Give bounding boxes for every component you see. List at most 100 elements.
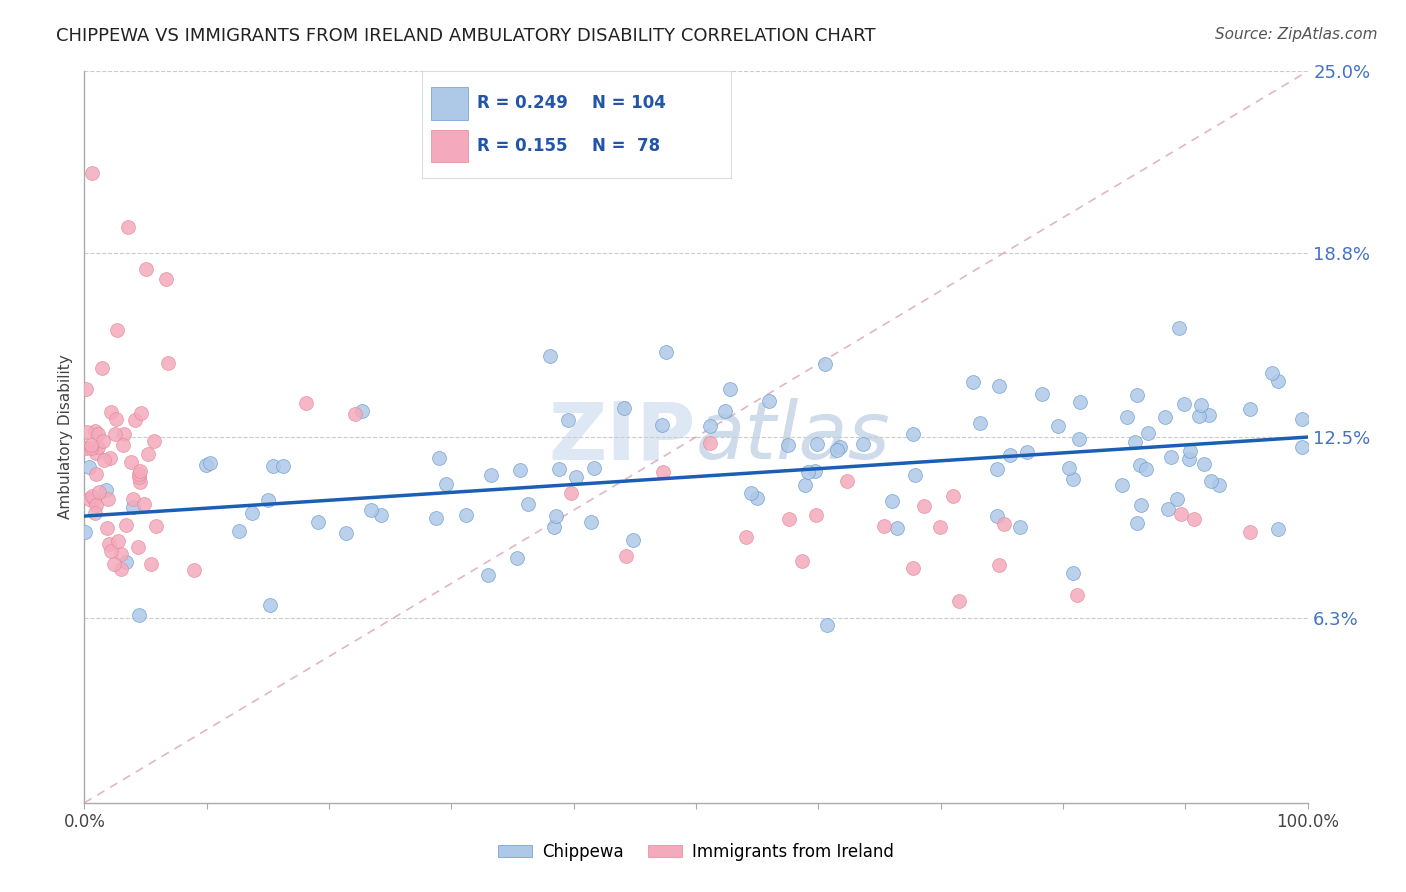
Point [1116,409,1139,424]
Point [699,419,721,434]
Point [778,512,800,526]
Point [115,517,138,532]
Point [352,404,374,418]
Point [134,498,156,512]
Point [1194,458,1216,472]
Point [120,455,142,469]
Point [1062,472,1084,486]
Point [1189,398,1212,412]
Point [228,524,250,539]
Point [962,376,984,390]
Point [271,458,294,473]
Point [904,467,927,482]
Point [1126,516,1149,530]
Point [155,272,177,286]
Bar [432,130,468,162]
Point [613,401,636,416]
Point [804,464,827,478]
Point [76,425,98,439]
Point [91,434,114,448]
Point [506,550,529,565]
Point [557,413,579,427]
Point [477,568,499,582]
Point [90,361,112,376]
Point [96,521,118,535]
Point [454,508,477,522]
Point [714,403,737,417]
Point [942,490,965,504]
Point [882,494,904,508]
Point [111,438,134,452]
Point [98,450,121,465]
Point [256,492,278,507]
Point [1017,445,1039,459]
Point [1170,507,1192,521]
Point [1199,474,1222,488]
Point [517,497,540,511]
Bar [432,87,468,120]
Point [77,492,100,507]
Point [872,519,894,533]
Point [814,357,837,371]
Point [1157,502,1180,516]
Point [157,356,180,370]
Point [84,506,107,520]
Point [83,492,105,507]
Point [565,470,588,484]
Point [740,486,762,500]
Text: ZIP: ZIP [548,398,696,476]
Point [240,506,263,520]
Point [141,557,163,571]
Point [804,508,827,522]
Point [129,475,152,489]
Point [1291,412,1313,426]
Point [124,413,146,427]
Point [121,500,143,514]
Point [1188,409,1211,423]
Point [427,450,450,465]
Point [1291,440,1313,454]
Point [621,533,644,548]
Point [107,534,129,549]
Point [75,382,97,396]
Point [1031,387,1053,401]
Point [110,547,132,561]
Point [1125,388,1147,402]
Text: CHIPPEWA VS IMMIGRANTS FROM IRELAND AMBULATORY DISABILITY CORRELATION CHART: CHIPPEWA VS IMMIGRANTS FROM IRELAND AMBU… [56,27,876,45]
Point [988,379,1011,393]
Point [87,484,110,499]
Point [790,553,813,567]
Point [183,563,205,577]
Point [425,511,447,525]
Point [127,540,149,554]
Point [745,491,768,505]
Point [93,453,115,467]
Point [828,441,851,455]
Point [1136,425,1159,440]
Point [1000,448,1022,462]
Point [1173,397,1195,411]
Point [1184,512,1206,526]
Point [986,509,1008,524]
Point [1166,492,1188,507]
Point [307,515,329,529]
Point [135,262,157,277]
Point [84,467,107,482]
Point [122,492,145,507]
Point [1057,461,1080,475]
Point [295,396,318,410]
Point [114,555,136,569]
Point [547,462,569,476]
Point [1123,435,1146,450]
Point [479,468,502,483]
Point [97,492,120,507]
Point [778,437,800,451]
Point [912,500,935,514]
Point [100,544,122,558]
Point [128,467,150,481]
Point [94,483,117,497]
Point [143,434,166,448]
Text: R = 0.249: R = 0.249 [478,95,568,112]
Text: N = 104: N = 104 [592,95,666,112]
Point [969,417,991,431]
